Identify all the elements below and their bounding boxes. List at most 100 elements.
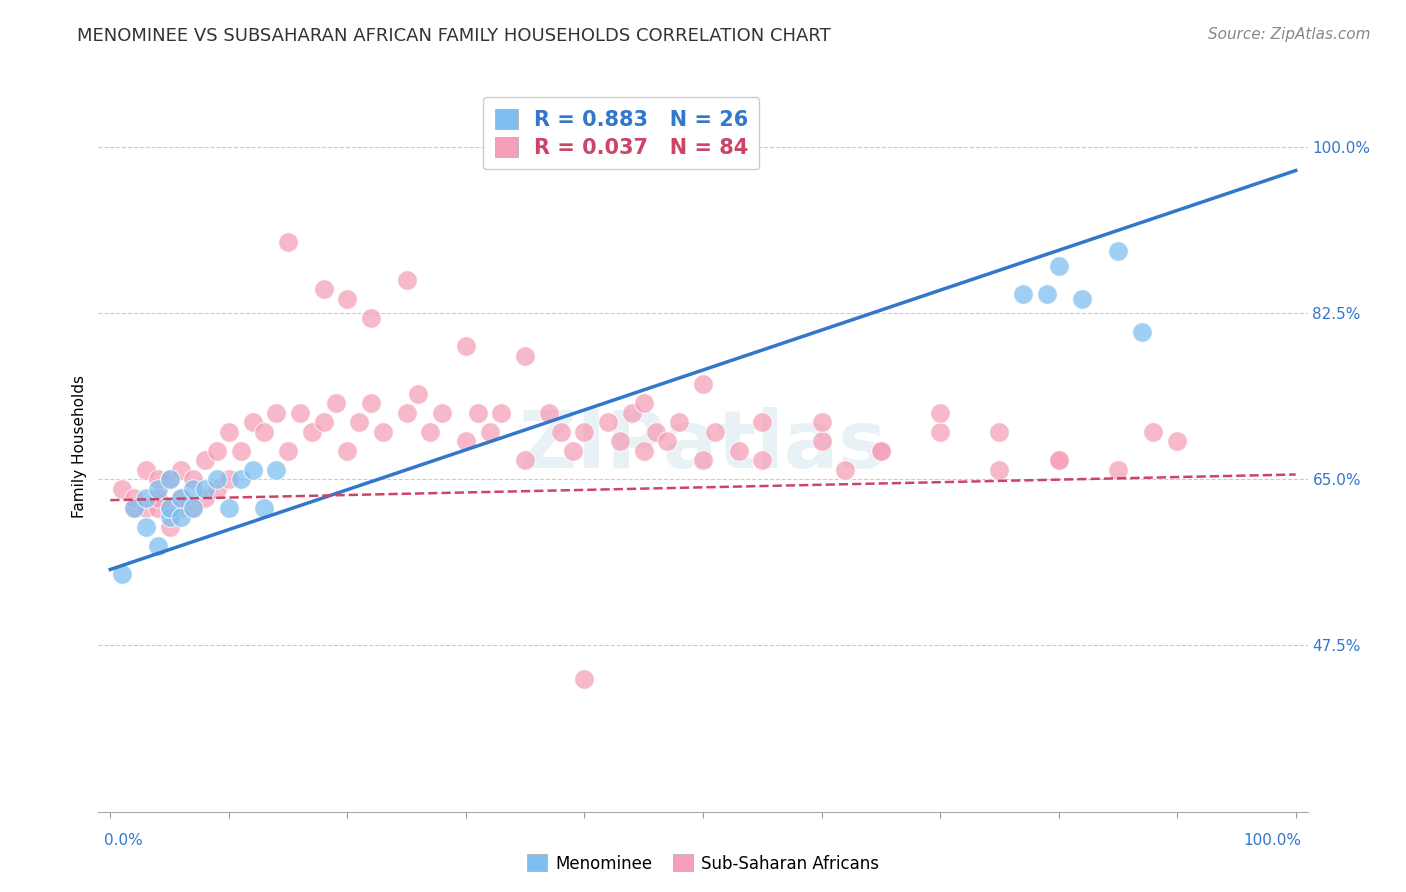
Point bbox=[122, 491, 145, 506]
Point bbox=[146, 539, 169, 553]
Point bbox=[1047, 453, 1070, 467]
Point bbox=[111, 567, 134, 582]
Point bbox=[668, 415, 690, 429]
Point bbox=[205, 443, 228, 458]
Point bbox=[1107, 463, 1129, 477]
Point bbox=[242, 415, 264, 429]
Point bbox=[229, 472, 252, 486]
Point bbox=[751, 415, 773, 429]
Point bbox=[146, 472, 169, 486]
Point bbox=[692, 453, 714, 467]
Point bbox=[644, 425, 666, 439]
Point bbox=[633, 396, 655, 410]
Point bbox=[360, 310, 382, 325]
Point bbox=[1047, 259, 1070, 273]
Point bbox=[170, 500, 193, 515]
Point bbox=[1142, 425, 1164, 439]
Point bbox=[218, 472, 240, 486]
Point bbox=[170, 463, 193, 477]
Point bbox=[170, 491, 193, 506]
Point bbox=[834, 463, 856, 477]
Point bbox=[159, 472, 181, 486]
Point bbox=[467, 406, 489, 420]
Point bbox=[1036, 287, 1059, 301]
Point bbox=[277, 443, 299, 458]
Point bbox=[515, 349, 537, 363]
Point bbox=[633, 443, 655, 458]
Point bbox=[454, 339, 477, 353]
Point bbox=[657, 434, 679, 449]
Point bbox=[146, 491, 169, 506]
Point bbox=[312, 282, 335, 296]
Text: ZIPatlas: ZIPatlas bbox=[519, 407, 887, 485]
Point bbox=[301, 425, 323, 439]
Point bbox=[288, 406, 311, 420]
Point bbox=[159, 472, 181, 486]
Point bbox=[336, 292, 359, 306]
Point bbox=[408, 386, 430, 401]
Point bbox=[181, 482, 204, 496]
Point bbox=[253, 425, 276, 439]
Point bbox=[454, 434, 477, 449]
Point bbox=[135, 520, 157, 534]
Point bbox=[181, 472, 204, 486]
Point bbox=[264, 406, 287, 420]
Point bbox=[515, 453, 537, 467]
Point bbox=[620, 406, 643, 420]
Point bbox=[1130, 325, 1153, 339]
Text: MENOMINEE VS SUBSAHARAN AFRICAN FAMILY HOUSEHOLDS CORRELATION CHART: MENOMINEE VS SUBSAHARAN AFRICAN FAMILY H… bbox=[77, 27, 831, 45]
Text: 100.0%: 100.0% bbox=[1244, 833, 1302, 848]
Point bbox=[1012, 287, 1035, 301]
Point bbox=[146, 482, 169, 496]
Point bbox=[159, 500, 181, 515]
Point bbox=[491, 406, 513, 420]
Point bbox=[135, 463, 157, 477]
Point bbox=[574, 425, 596, 439]
Point bbox=[242, 463, 264, 477]
Point bbox=[561, 443, 583, 458]
Point bbox=[988, 463, 1011, 477]
Point bbox=[395, 406, 418, 420]
Point bbox=[574, 672, 596, 686]
Point bbox=[1107, 244, 1129, 259]
Point bbox=[135, 491, 157, 506]
Point bbox=[598, 415, 620, 429]
Point bbox=[218, 500, 240, 515]
Point bbox=[1166, 434, 1188, 449]
Y-axis label: Family Households: Family Households bbox=[72, 375, 87, 517]
Point bbox=[751, 453, 773, 467]
Point bbox=[869, 443, 891, 458]
Point bbox=[360, 396, 382, 410]
Point bbox=[122, 500, 145, 515]
Point bbox=[181, 500, 204, 515]
Legend: R = 0.883   N = 26, R = 0.037   N = 84: R = 0.883 N = 26, R = 0.037 N = 84 bbox=[484, 97, 759, 169]
Text: 0.0%: 0.0% bbox=[104, 833, 143, 848]
Point bbox=[550, 425, 572, 439]
Point bbox=[159, 500, 181, 515]
Point bbox=[478, 425, 501, 439]
Point bbox=[609, 434, 631, 449]
Point bbox=[218, 425, 240, 439]
Point bbox=[1071, 292, 1094, 306]
Text: Source: ZipAtlas.com: Source: ZipAtlas.com bbox=[1208, 27, 1371, 42]
Point bbox=[432, 406, 454, 420]
Point bbox=[325, 396, 347, 410]
Point bbox=[181, 500, 204, 515]
Point bbox=[205, 472, 228, 486]
Point bbox=[692, 377, 714, 392]
Point bbox=[347, 415, 370, 429]
Point bbox=[122, 500, 145, 515]
Point bbox=[159, 510, 181, 524]
Point bbox=[810, 415, 832, 429]
Point bbox=[170, 510, 193, 524]
Point bbox=[419, 425, 441, 439]
Point bbox=[929, 425, 952, 439]
Point bbox=[1047, 453, 1070, 467]
Point bbox=[194, 453, 217, 467]
Point bbox=[170, 491, 193, 506]
Point bbox=[810, 434, 832, 449]
Point bbox=[159, 520, 181, 534]
Point bbox=[146, 500, 169, 515]
Point bbox=[703, 425, 725, 439]
Point bbox=[395, 273, 418, 287]
